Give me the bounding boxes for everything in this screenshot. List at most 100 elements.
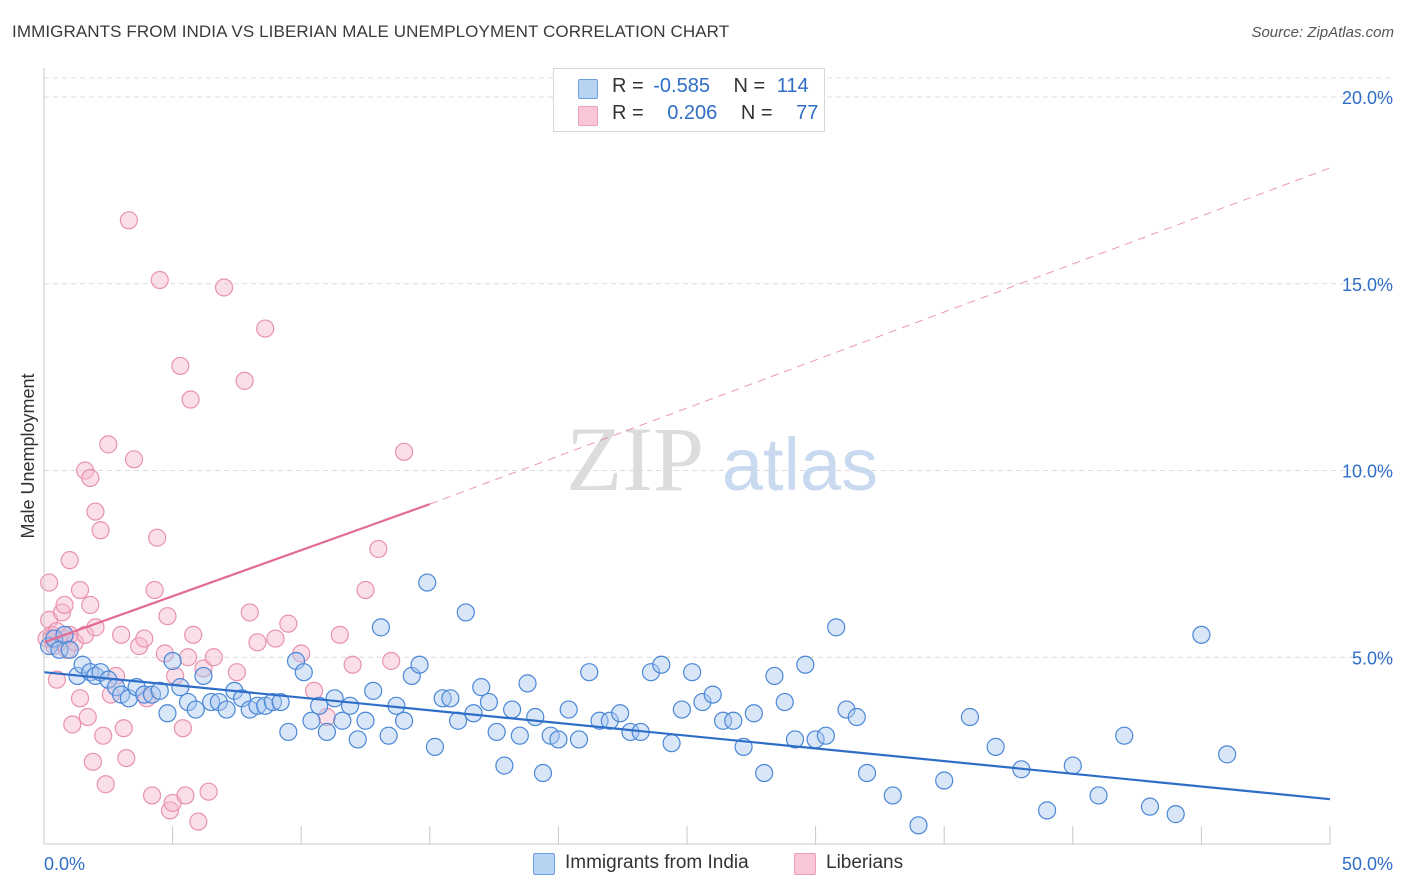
india-point <box>135 685 154 704</box>
india-point <box>379 726 398 745</box>
x-tick-label: 50.0% <box>1342 854 1393 874</box>
india-point <box>1140 797 1160 816</box>
india-point <box>510 726 529 745</box>
india-point <box>1089 786 1108 805</box>
india-point <box>611 704 630 723</box>
liberians-trendline-extension <box>429 167 1331 505</box>
india-point <box>816 726 835 745</box>
liberians-point <box>171 356 190 376</box>
liberians-point <box>114 719 133 738</box>
bottom-india-swatch <box>533 853 555 875</box>
bottom-liberians-swatch <box>794 853 816 875</box>
india-point <box>857 763 877 783</box>
india-point <box>178 692 198 712</box>
liberians-point <box>176 786 195 805</box>
india-point <box>248 696 267 715</box>
liberians-point <box>199 782 218 801</box>
india-point <box>433 689 452 708</box>
watermark-atlas: atlas <box>722 423 878 506</box>
india-point <box>1218 745 1237 764</box>
y-tick-label: 15.0% <box>1342 275 1393 295</box>
liberians-point <box>55 595 74 615</box>
liberians-point <box>194 659 213 678</box>
liberians-point <box>112 625 131 644</box>
india-point <box>600 711 619 730</box>
india-point <box>960 707 980 727</box>
india-point <box>765 666 784 686</box>
india-point <box>1063 756 1082 775</box>
india-point <box>883 786 902 805</box>
liberians-point <box>184 625 203 644</box>
india-point <box>348 730 367 749</box>
liberians-point <box>135 629 154 648</box>
liberians-point <box>343 655 362 674</box>
india-point <box>827 618 846 637</box>
india-point <box>580 663 599 682</box>
liberians-point <box>52 603 72 622</box>
y-tick-label: 5.0% <box>1352 648 1393 668</box>
india-point <box>672 700 691 719</box>
india-point <box>271 692 290 712</box>
liberians-point <box>189 812 208 831</box>
india-point <box>986 737 1005 756</box>
liberians-point <box>394 442 414 461</box>
india-point <box>837 700 856 719</box>
india-point <box>796 655 815 674</box>
india-r-value: -0.585 <box>653 75 710 97</box>
india-point <box>683 663 702 682</box>
india-point <box>652 655 671 674</box>
liberians-point <box>47 670 66 689</box>
india-point <box>847 707 866 727</box>
india-point <box>317 722 337 742</box>
india-trendline <box>43 671 1331 801</box>
liberians-point <box>117 748 136 768</box>
india-n-label: N = <box>733 75 766 97</box>
liberians-point <box>70 689 90 708</box>
liberians-point <box>227 663 246 682</box>
liberians-n-value: 77 <box>796 102 819 124</box>
india-point <box>364 681 383 700</box>
india-point <box>209 692 228 712</box>
india-point <box>425 737 445 756</box>
bottom-liberians-label: Liberians <box>826 852 904 873</box>
india-point <box>194 666 213 686</box>
liberians-point <box>81 595 100 615</box>
india-point <box>487 722 506 742</box>
watermark: ZIP atlas <box>566 408 878 510</box>
liberians-point <box>81 468 100 488</box>
liberians-point <box>148 528 167 547</box>
liberians-n-label: N = <box>740 102 773 124</box>
liberians-point <box>173 719 192 738</box>
india-point <box>785 730 805 749</box>
liberians-point <box>330 625 349 644</box>
india-point <box>356 711 375 730</box>
india-point <box>333 711 352 730</box>
india-point <box>441 689 460 708</box>
liberians-point <box>214 278 234 297</box>
india-point <box>549 730 568 749</box>
india-point <box>703 685 722 704</box>
liberians-point <box>155 644 174 663</box>
india-point <box>60 640 79 659</box>
india-point <box>163 651 182 671</box>
liberians-point <box>256 319 275 338</box>
india-swatch <box>578 79 598 99</box>
india-point <box>1192 625 1211 644</box>
india-point <box>495 756 514 775</box>
liberians-r-label: R = <box>612 102 644 124</box>
india-point <box>533 763 553 783</box>
india-point <box>150 681 169 700</box>
india-point <box>503 700 522 719</box>
india-point <box>713 711 733 730</box>
liberians-point <box>40 573 59 592</box>
india-point <box>1166 805 1185 824</box>
india-point <box>472 678 491 697</box>
liberians-point <box>240 603 259 622</box>
india-point <box>1115 726 1134 745</box>
liberians-point <box>119 211 138 230</box>
liberians-point <box>279 614 298 633</box>
india-point <box>590 711 609 730</box>
india-point <box>158 704 177 723</box>
liberians-point <box>369 539 388 559</box>
